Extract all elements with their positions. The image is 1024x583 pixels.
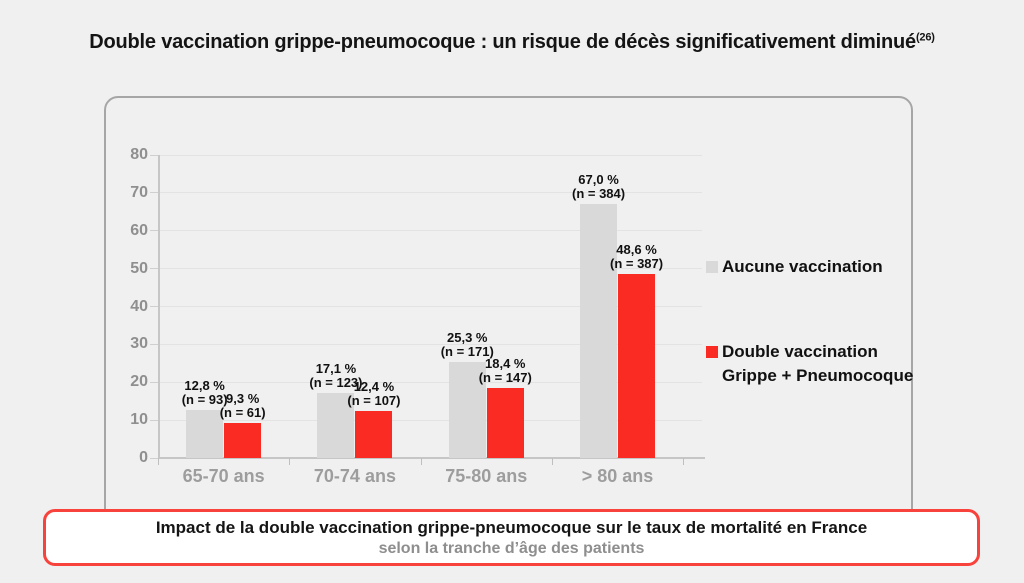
y-axis-tick-label: 40: [130, 297, 148, 315]
page-title-text: Double vaccination grippe-pneumocoque : …: [89, 31, 916, 53]
legend-swatch-gray: [706, 261, 718, 273]
x-axis-category-label: 75-80 ans: [445, 466, 528, 486]
x-axis-line: [158, 457, 705, 459]
bar-value-label-line: (n = 387): [609, 255, 664, 271]
bar-value-label-line: 9,3 %: [226, 390, 260, 406]
bar-value-label: 25,3 % (n = 171): [421, 331, 513, 359]
y-axis-tick-label: 10: [130, 411, 148, 429]
grid-line: [158, 268, 702, 270]
bar-no-vaccination: [580, 204, 618, 458]
bar-value-label: 12,8 % (n = 93): [159, 377, 251, 407]
bar-value-label-line: (n = 61): [219, 404, 266, 420]
y-axis-tick-label: 60: [130, 221, 148, 239]
bar-value-label: 12,4 % (n = 107): [328, 380, 420, 408]
page-title: Double vaccination grippe-pneumocoque : …: [0, 31, 1024, 54]
bar-value-label-line: 25,3 %: [447, 330, 488, 346]
title-reference: (26): [915, 31, 935, 44]
grid-line: [158, 343, 702, 345]
grid-line: [158, 230, 702, 232]
caption-line1: Impact de la double vaccination grippe-p…: [155, 517, 868, 537]
bar-value-label-line: 18,4 %: [485, 356, 526, 372]
y-axis-tick-label: 0: [139, 449, 148, 466]
y-axis-tick: [150, 419, 158, 421]
y-axis-line: [158, 155, 160, 458]
bar-value-label-line: 12,4 %: [353, 379, 395, 395]
bar-value-label-line: (n = 93): [181, 391, 228, 407]
x-axis-tick: [289, 458, 291, 465]
y-axis-tick-label: 30: [130, 335, 148, 353]
y-axis-tick: [150, 457, 158, 459]
bar-value-label-line: 12,8 %: [184, 377, 225, 393]
bar-value-label: 17,1 % (n = 123): [290, 362, 382, 390]
bar-value-label-line: 67,0 %: [578, 172, 619, 188]
legend-label-line: Aucune vaccination: [722, 257, 883, 276]
x-axis-tick: [158, 458, 159, 465]
y-axis-tick: [150, 154, 158, 156]
bar-value-label-line: (n = 171): [440, 344, 494, 360]
x-axis-category-label: 65-70 ans: [182, 466, 265, 486]
y-axis-tick: [150, 230, 158, 232]
bar-value-label: 18,4 % (n = 147): [459, 357, 551, 385]
bar-value-label: 48,6 % (n = 387): [591, 241, 683, 271]
bar-value-label-line: (n = 147): [478, 370, 532, 386]
x-axis-category-label: > 80 ans: [581, 466, 654, 486]
bar-double-vaccination: [224, 422, 262, 458]
x-axis-tick: [420, 458, 422, 465]
y-axis-tick: [150, 381, 158, 383]
legend-swatch-red: [706, 346, 718, 358]
bar-value-label-line: (n = 384): [571, 186, 626, 202]
bar-no-vaccination: [186, 409, 224, 458]
grid-line: [158, 306, 702, 307]
x-axis-category-label: 70-74 ans: [313, 466, 396, 486]
bar-value-label-line: (n = 123): [309, 375, 363, 391]
bar-double-vaccination: [486, 388, 524, 458]
x-axis-tick: [551, 458, 553, 465]
x-axis-tick: [683, 458, 685, 465]
bar-value-label-line: 17,1 %: [315, 361, 357, 377]
bar-value-label-line: 48,6 %: [616, 241, 657, 257]
legend-label: Aucune vaccination: [722, 255, 883, 279]
y-axis-tick: [150, 192, 158, 194]
y-axis-tick-label: 20: [130, 373, 148, 391]
bar-no-vaccination: [317, 393, 355, 458]
bar-value-label: 67,0 % (n = 384): [553, 173, 645, 201]
caption-line2: selon la tranche d’âge des patients: [378, 539, 645, 557]
y-axis-tick-label: 50: [130, 259, 148, 277]
bar-no-vaccination: [448, 362, 486, 458]
bar-double-vaccination: [618, 273, 656, 458]
y-axis-tick-label: 80: [130, 146, 148, 163]
y-axis-tick-label: 70: [130, 183, 148, 201]
y-axis-tick: [150, 343, 158, 345]
y-axis-tick: [150, 306, 158, 307]
grid-line: [158, 419, 702, 421]
grid-line: [158, 381, 702, 383]
legend-label: Double vaccination Grippe + Pneumocoque: [722, 340, 913, 388]
bar-value-label-line: (n = 107): [347, 393, 401, 409]
grid-line: [158, 154, 702, 156]
bar-value-label: 9,3 % (n = 61): [197, 390, 289, 420]
y-axis-tick: [150, 268, 158, 270]
bar-double-vaccination: [355, 411, 393, 458]
legend-label-line: Double vaccination: [722, 342, 878, 361]
caption-box: Impact de la double vaccination grippe-p…: [43, 509, 980, 566]
grid-line: [158, 192, 702, 194]
legend-label-line: Grippe + Pneumocoque: [722, 366, 914, 385]
